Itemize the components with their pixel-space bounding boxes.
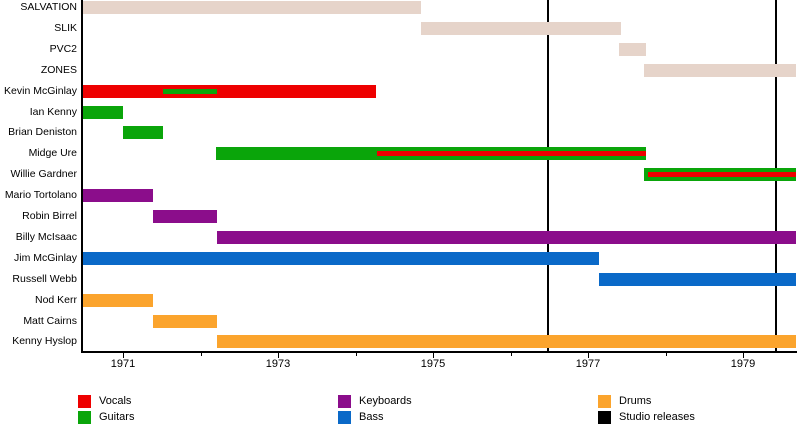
row-label-robin-birrel: Robin Birrel — [22, 210, 77, 222]
bar-billy-mcisaac-keyboards — [216, 231, 796, 244]
axis-tick-label-1971: 1971 — [110, 358, 136, 370]
bar-salvation-band — [81, 1, 422, 14]
bar-kevin-mcginlay-overlay-guitars — [163, 89, 217, 94]
row-label-kenny-hyslop: Kenny Hyslop — [12, 335, 77, 347]
bar-zones-band — [643, 64, 796, 77]
bar-russell-webb-bass — [598, 273, 796, 286]
row-label-billy-mcisaac: Billy McIsaac — [15, 231, 77, 243]
bar-matt-cairns-drums — [153, 315, 217, 328]
x-axis-spine — [81, 351, 797, 353]
legend-swatch-drums — [598, 395, 611, 408]
bar-mario-tortolano-keyboards — [81, 189, 154, 202]
legend-label-vocals: Vocals — [99, 395, 132, 407]
row-label-kevin-mcginlay: Kevin McGinlay — [4, 85, 77, 97]
axis-major-tick-1975 — [433, 353, 434, 358]
legend-swatch-keyboards — [338, 395, 351, 408]
legend-swatch-bass — [338, 411, 351, 424]
studio-release-line — [547, 0, 550, 352]
row-label-mario-tortolano: Mario Tortolano — [4, 189, 77, 201]
row-label-nod-kerr: Nod Kerr — [34, 294, 77, 306]
axis-tick-label-1977: 1977 — [575, 358, 601, 370]
bar-kevin-mcginlay-vocals — [81, 85, 376, 98]
axis-major-tick-1971 — [123, 353, 124, 358]
y-axis-spine — [81, 0, 83, 353]
legend-label-guitars: Guitars — [99, 411, 135, 423]
legend-label-bass: Bass — [359, 411, 384, 423]
legend-label-studio-releases: Studio releases — [619, 411, 695, 423]
legend-swatch-guitars — [78, 411, 91, 424]
axis-major-tick-1977 — [588, 353, 589, 358]
axis-tick-label-1979: 1979 — [730, 358, 756, 370]
legend-swatch-vocals — [78, 395, 91, 408]
row-label-brian-deniston: Brian Deniston — [8, 126, 77, 138]
bar-kenny-hyslop-drums — [216, 335, 796, 348]
axis-minor-tick-1976 — [510, 353, 512, 356]
row-label-russell-webb: Russell Webb — [12, 273, 77, 285]
row-label-ian-kenny: Ian Kenny — [29, 106, 77, 118]
bar-slik-band — [421, 22, 622, 35]
bar-pvc2-band — [619, 43, 647, 56]
bar-nod-kerr-drums — [81, 294, 154, 307]
bar-willie-gardner-overlay-vocals — [648, 172, 796, 177]
bar-brian-deniston-guitars — [123, 126, 164, 139]
row-label-zones: ZONES — [40, 64, 77, 76]
legend-swatch-studio-releases — [598, 411, 611, 424]
axis-major-tick-1973 — [278, 353, 279, 358]
row-label-midge-ure: Midge Ure — [28, 147, 77, 159]
row-label-pvc2: PVC2 — [49, 43, 77, 55]
axis-minor-tick-1972 — [200, 353, 202, 356]
bar-midge-ure-overlay-vocals — [377, 151, 647, 156]
legend-label-keyboards: Keyboards — [359, 395, 412, 407]
bar-robin-birrel-keyboards — [153, 210, 217, 223]
legend-label-drums: Drums — [619, 395, 652, 407]
axis-tick-label-1973: 1973 — [265, 358, 291, 370]
axis-tick-label-1975: 1975 — [420, 358, 446, 370]
row-label-salvation: SALVATION — [20, 1, 77, 13]
row-label-willie-gardner: Willie Gardner — [10, 168, 77, 180]
row-label-jim-mcginlay: Jim McGinlay — [13, 252, 77, 264]
axis-major-tick-1979 — [743, 353, 744, 358]
axis-minor-tick-1974 — [355, 353, 357, 356]
bar-ian-kenny-guitars — [81, 106, 123, 119]
bar-jim-mcginlay-bass — [81, 252, 599, 265]
row-label-slik: SLIK — [54, 22, 77, 34]
axis-minor-tick-1978 — [665, 353, 667, 356]
row-label-matt-cairns: Matt Cairns — [23, 315, 77, 327]
